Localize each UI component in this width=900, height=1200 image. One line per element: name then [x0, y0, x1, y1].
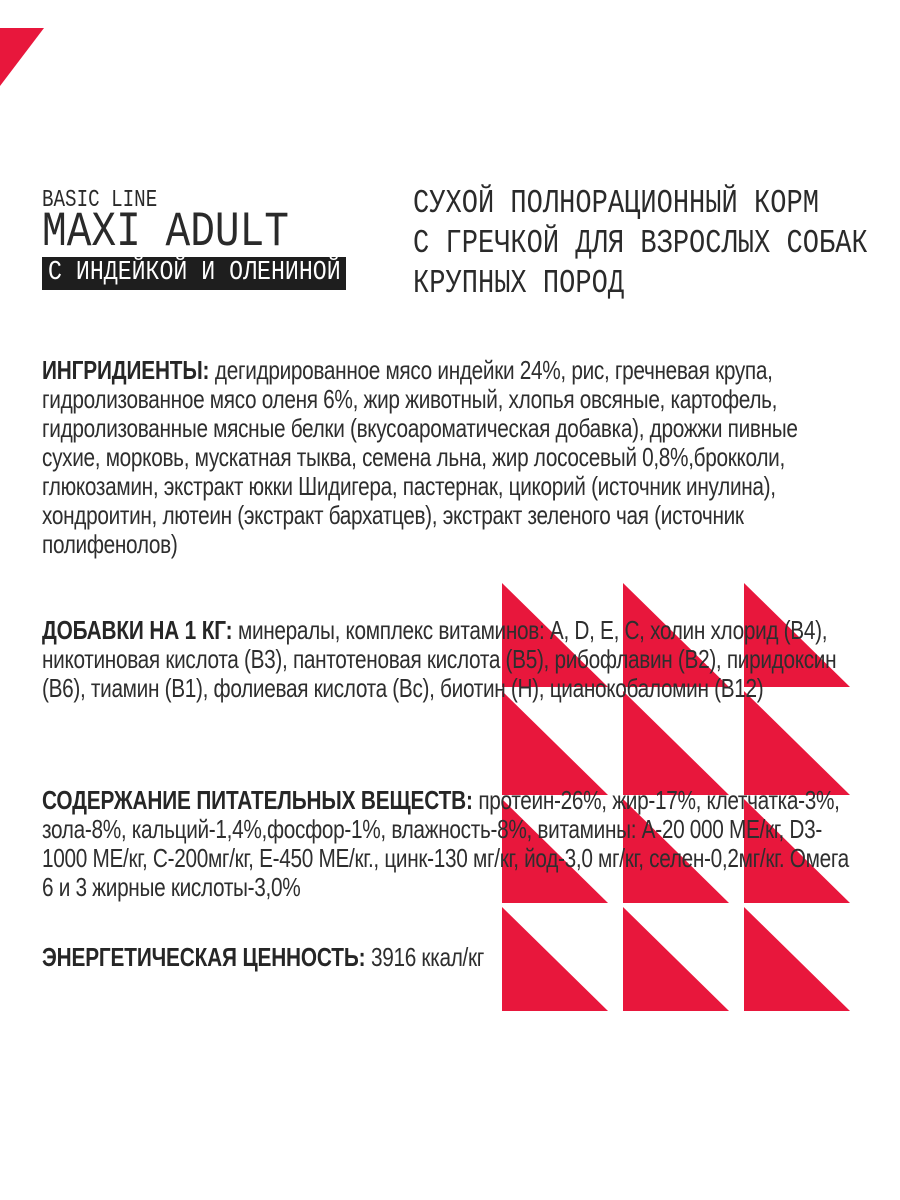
energy-label: ЭНЕРГЕТИЧЕСКАЯ ЦЕННОСТЬ:	[42, 942, 366, 972]
description-line: С ГРЕЧКОЙ ДЛЯ ВЗРОСЛЫХ СОБАК	[413, 225, 868, 262]
triangle-decor	[623, 691, 729, 795]
triangle-pattern	[502, 583, 850, 1011]
product-name: MAXI ADULT	[42, 204, 336, 260]
additives-label: ДОБАВКИ НА 1 КГ:	[42, 615, 233, 645]
energy-paragraph: ЭНЕРГЕТИЧЕСКАЯ ЦЕННОСТЬ: 3916 ккал/кг	[42, 943, 860, 972]
energy-value: 3916 ккал/кг	[370, 942, 485, 972]
flavor-bar: С ИНДЕЙКОЙ И ОЛЕНИНОЙ	[42, 257, 346, 290]
ingredients-paragraph: ИНГРИДИЕНТЫ: дегидрированное мясо индейки…	[42, 356, 860, 559]
ingredients-label: ИНГРИДИЕНТЫ:	[42, 355, 210, 385]
nutrition-paragraph: СОДЕРЖАНИЕ ПИТАТЕЛЬНЫХ ВЕЩЕСТВ: протеин-2…	[42, 786, 860, 902]
product-name-text: MAXI ADULT	[42, 204, 290, 260]
corner-triangle-decor	[0, 28, 44, 86]
description-line: СУХОЙ ПОЛНОРАЦИОННЫЙ КОРМ	[413, 185, 819, 222]
triangle-decor	[502, 691, 608, 795]
flavor-bar-text: С ИНДЕЙКОЙ И ОЛЕНИНОЙ	[48, 258, 341, 288]
series-label-text: BASIC LINE	[42, 187, 158, 214]
product-description: СУХОЙ ПОЛНОРАЦИОННЫЙ КОРМ С ГРЕЧКОЙ ДЛЯ …	[413, 184, 900, 304]
triangle-decor	[744, 691, 850, 795]
nutrition-text: протеин-26%, жир-17%, клетчатка-3%, зола…	[42, 785, 849, 902]
series-label: BASIC LINE	[42, 189, 186, 213]
description-line: КРУПНЫХ ПОРОД	[413, 265, 625, 302]
nutrition-label: СОДЕРЖАНИЕ ПИТАТЕЛЬНЫХ ВЕЩЕСТВ:	[42, 785, 473, 815]
additives-text: минералы, комплекс витаминов: А, D, Е, С…	[42, 615, 837, 703]
additives-paragraph: ДОБАВКИ НА 1 КГ: минералы, комплекс витам…	[42, 616, 860, 703]
ingredients-text: дегидрированное мясо индейки 24%, рис, г…	[42, 355, 798, 559]
